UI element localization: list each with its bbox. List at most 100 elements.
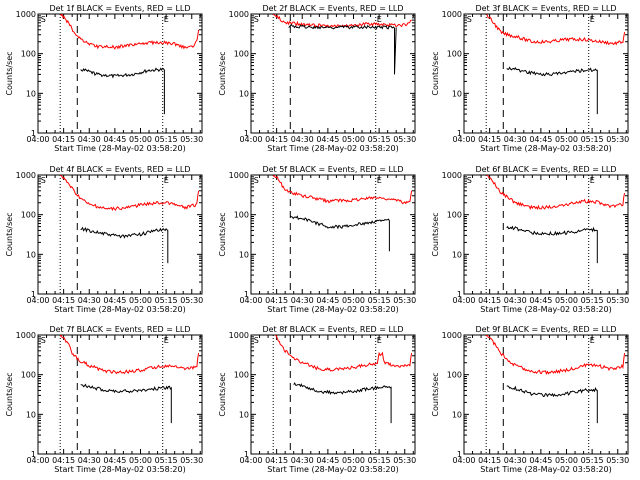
x-tick-label: 04:45 [103, 296, 126, 305]
x-tick-label: 04:30 [504, 135, 527, 144]
chart-panel-7: Det 7f BLACK = Events, RED = LLD 1 10 100 10… [5, 325, 203, 474]
plot-frame [37, 334, 203, 455]
x-axis-label: Start Time (28-May-02 03:58:20) [54, 144, 185, 153]
y-tick-label: 100 [447, 211, 462, 220]
y-tick-label: 1 [244, 450, 249, 459]
x-axis-label: Start Time (28-May-02 03:58:20) [54, 305, 185, 314]
end-marker: E [590, 336, 595, 345]
x-tick-label: 04:15 [52, 456, 75, 465]
y-axis-label: Counts/sec [5, 372, 14, 416]
x-tick-label: 04:45 [103, 135, 126, 144]
start-marker: S [41, 336, 46, 345]
x-tick-label: 04:00 [452, 135, 475, 144]
y-tick-label: 10 [239, 250, 249, 259]
x-tick-label: 04:45 [529, 135, 552, 144]
x-tick-label: 05:00 [129, 456, 152, 465]
end-marker: E [377, 15, 382, 24]
x-tick-label: 04:00 [239, 135, 262, 144]
events-rate-line [80, 226, 169, 264]
end-marker: E [590, 15, 595, 24]
panel-title: Det 8f BLACK = Events, RED = LLD [262, 325, 403, 334]
x-tick-label: 05:30 [180, 296, 203, 305]
x-tick-label: 04:45 [316, 135, 339, 144]
y-tick-label: 1000 [16, 331, 36, 340]
x-tick-label: 05:30 [606, 456, 629, 465]
y-tick-label: 100 [21, 211, 36, 220]
events-rate-line [80, 67, 165, 115]
lld-rate-line [272, 175, 413, 205]
events-rate-line [290, 215, 390, 252]
lld-rate-line [272, 14, 412, 29]
y-tick-label: 1000 [229, 331, 249, 340]
start-marker: S [254, 15, 259, 24]
y-tick-label: 100 [447, 50, 462, 59]
x-tick-label: 05:00 [555, 296, 578, 305]
y-tick-label: 1000 [442, 10, 462, 19]
chart-panel-2: Det 2f BLACK = Events, RED = LLD 1 10 100 10… [218, 4, 416, 153]
y-tick-label: 100 [234, 50, 249, 59]
x-tick-label: 04:30 [291, 456, 314, 465]
x-tick-label: 04:45 [103, 456, 126, 465]
start-marker: S [467, 336, 472, 345]
y-axis-label: Counts/sec [431, 212, 440, 256]
x-axis-label: Start Time (28-May-02 03:58:20) [480, 144, 611, 153]
lld-rate-line [59, 175, 200, 212]
y-tick-label: 1000 [16, 171, 36, 180]
chart-panel-3: Det 3f BLACK = Events, RED = LLD 1 10 100 10… [431, 4, 629, 153]
x-tick-label: 04:15 [478, 456, 501, 465]
x-tick-label: 04:45 [316, 456, 339, 465]
lld-rate-line [274, 335, 413, 372]
start-marker: S [41, 176, 46, 185]
plot-frame [250, 13, 416, 134]
x-tick-label: 04:00 [26, 296, 49, 305]
x-tick-label: 04:30 [504, 296, 527, 305]
panel-title: Det 6f BLACK = Events, RED = LLD [475, 165, 616, 174]
y-tick-label: 1000 [16, 10, 36, 19]
panel-title: Det 3f BLACK = Events, RED = LLD [475, 4, 616, 13]
events-rate-line [506, 66, 598, 115]
x-tick-label: 05:30 [180, 456, 203, 465]
x-tick-label: 05:00 [555, 135, 578, 144]
y-axis-label: Counts/sec [218, 212, 227, 256]
x-tick-label: 05:30 [606, 135, 629, 144]
x-tick-label: 05:00 [342, 456, 365, 465]
y-tick-label: 10 [26, 410, 36, 419]
plot-frame [250, 174, 416, 295]
x-axis-label: Start Time (28-May-02 03:58:20) [267, 465, 398, 474]
plot-frame [463, 174, 629, 295]
x-axis-label: Start Time (28-May-02 03:58:20) [54, 465, 185, 474]
x-tick-label: 05:15 [581, 296, 604, 305]
y-axis-label: Counts/sec [5, 51, 14, 95]
y-axis-label: Counts/sec [431, 51, 440, 95]
y-tick-label: 10 [452, 410, 462, 419]
start-marker: S [254, 176, 259, 185]
x-tick-label: 04:15 [478, 296, 501, 305]
events-rate-line [288, 24, 397, 75]
x-tick-label: 04:00 [452, 296, 475, 305]
events-rate-line [293, 382, 392, 424]
y-tick-label: 100 [21, 371, 36, 380]
lld-rate-line [485, 335, 626, 376]
x-tick-label: 04:30 [78, 135, 101, 144]
panel-title: Det 5f BLACK = Events, RED = LLD [262, 165, 403, 174]
end-marker: E [377, 336, 382, 345]
x-tick-label: 05:15 [581, 135, 604, 144]
x-tick-label: 04:30 [291, 296, 314, 305]
x-tick-label: 05:00 [129, 135, 152, 144]
y-tick-label: 100 [447, 371, 462, 380]
x-tick-label: 05:15 [155, 456, 178, 465]
y-tick-label: 1 [457, 129, 462, 138]
chart-panel-9: Det 9f BLACK = Events, RED = LLD 1 10 100 10… [431, 325, 629, 474]
events-rate-line [80, 383, 172, 424]
chart-panel-1: Det 1f BLACK = Events, RED = LLD 1 10 100 10… [5, 4, 203, 153]
start-marker: S [41, 15, 46, 24]
start-marker: S [467, 15, 472, 24]
panel-title: Det 1f BLACK = Events, RED = LLD [49, 4, 190, 13]
plot-frame [37, 13, 203, 134]
panel-title: Det 4f BLACK = Events, RED = LLD [49, 165, 190, 174]
x-tick-label: 05:15 [581, 456, 604, 465]
x-axis-label: Start Time (28-May-02 03:58:20) [267, 305, 398, 314]
y-tick-label: 10 [239, 89, 249, 98]
x-tick-label: 04:15 [52, 135, 75, 144]
